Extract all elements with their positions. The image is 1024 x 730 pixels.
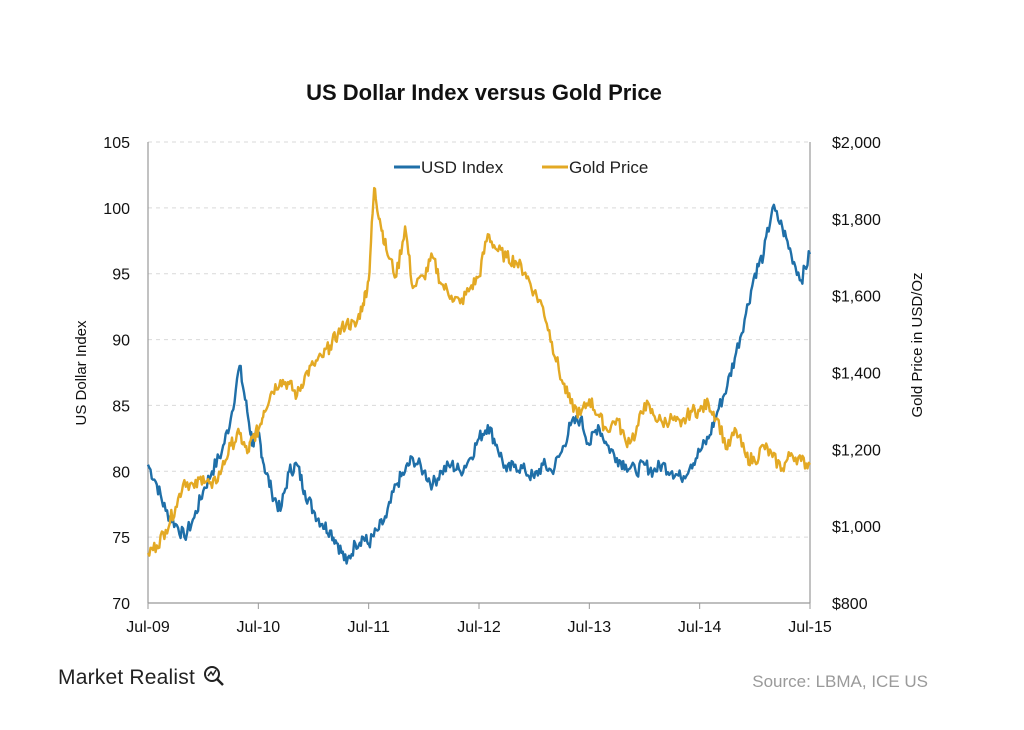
y-left-tick-label: 90: [112, 333, 130, 350]
y-right-tick-label: $1,400: [832, 366, 881, 383]
chart-title: US Dollar Index versus Gold Price: [306, 80, 662, 105]
x-tick-label: Jul-11: [347, 619, 389, 636]
y-axis-right: $2,000 $1,800 $1,600 $1,400 $1,200 $1,000 $800: [809, 135, 881, 613]
y-right-tick-label: $1,800: [832, 212, 881, 229]
y-right-tick-label: $1,000: [832, 519, 881, 536]
y-left-tick-label: 95: [112, 267, 130, 284]
y-axis-left: 105 100 95 90 85 80 75 70: [103, 135, 149, 613]
x-tick-label: Jul-10: [237, 619, 281, 636]
y-right-tick-label: $800: [832, 596, 868, 613]
y-left-tick-label: 80: [112, 464, 130, 481]
magnifier-chart-icon: [204, 666, 224, 686]
y-axis-left-label: US Dollar Index: [73, 320, 90, 426]
source-note: Source: LBMA, ICE US: [752, 672, 928, 691]
y-right-tick-label: $1,600: [832, 289, 881, 306]
y-right-tick-label: $2,000: [832, 135, 881, 152]
gold-price-line: [146, 186, 811, 557]
legend-label-usd: USD Index: [421, 158, 504, 177]
brand-logo-text: Market Realist: [58, 666, 196, 689]
y-left-tick-label: 85: [112, 398, 130, 415]
usd-index-line: [146, 203, 812, 565]
x-tick-label: Jul-14: [678, 619, 722, 636]
y-axis-right-label: Gold Price in USD/Oz: [909, 272, 926, 417]
series-lines: [146, 186, 812, 565]
y-left-tick-label: 75: [112, 530, 130, 547]
x-axis: Jul-09 Jul-10 Jul-11 Jul-12 Jul-13 Jul-14 Jul-…: [126, 602, 832, 636]
x-tick-label: Jul-13: [568, 619, 612, 636]
y-left-tick-label: 105: [103, 135, 130, 152]
legend: USD Index Gold Price: [394, 158, 648, 177]
x-tick-label: Jul-09: [126, 619, 170, 636]
y-left-tick-label: 70: [112, 596, 130, 613]
legend-label-gold: Gold Price: [569, 158, 648, 177]
y-right-tick-label: $1,200: [832, 442, 881, 459]
grid: [148, 141, 810, 538]
x-tick-label: Jul-15: [788, 619, 832, 636]
x-tick-label: Jul-12: [457, 619, 501, 636]
y-left-tick-label: 100: [103, 201, 130, 218]
